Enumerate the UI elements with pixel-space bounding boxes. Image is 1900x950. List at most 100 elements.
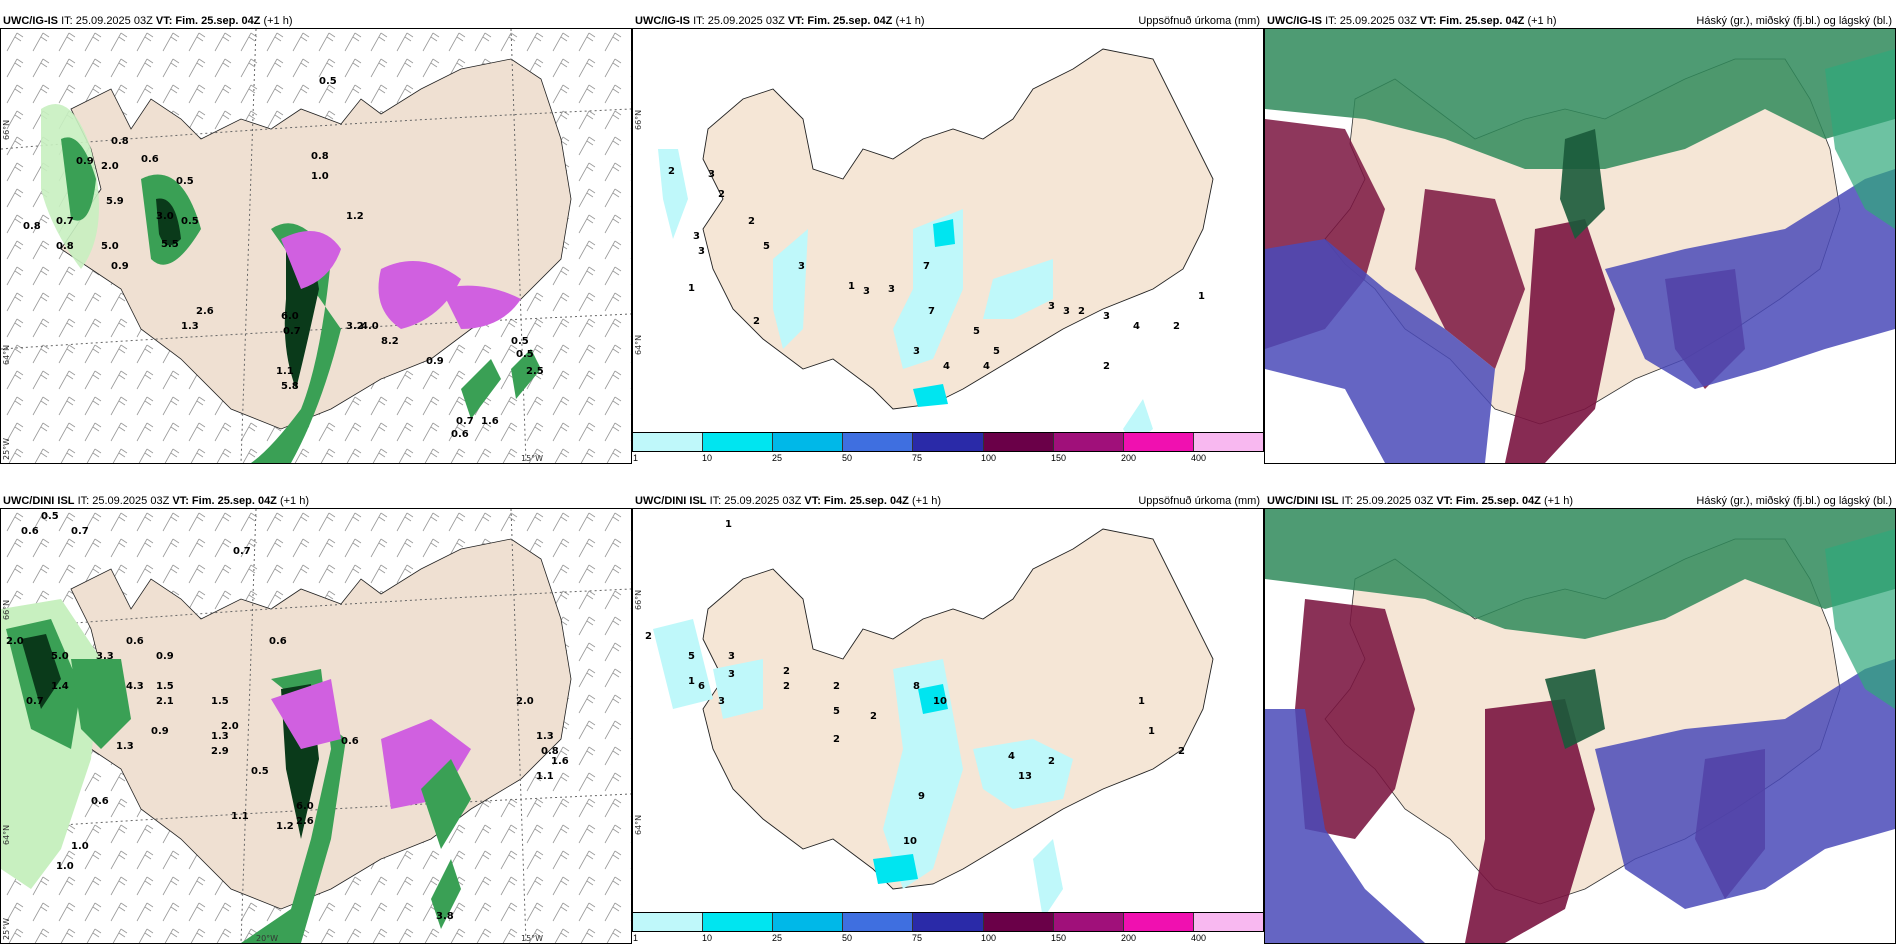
svg-text:4: 4 [1133,321,1140,332]
panel-subtitle: Háský (gr.), miðský (fj.bl.) og lágský (… [1696,495,1892,507]
colorbar-seg [1193,913,1263,931]
svg-text:3: 3 [913,346,920,357]
svg-text:1.0: 1.0 [71,841,89,852]
svg-text:0.7: 0.7 [56,216,74,227]
svg-text:2: 2 [783,666,790,677]
svg-text:0.9: 0.9 [156,651,174,662]
map-value-label: 0.5 [319,76,337,87]
svg-text:4: 4 [1008,751,1015,762]
svg-text:0.5: 0.5 [516,349,534,360]
svg-text:2.9: 2.9 [211,746,229,757]
svg-text:4.0: 4.0 [361,321,379,332]
svg-text:3: 3 [1063,306,1070,317]
svg-text:1: 1 [688,676,695,687]
svg-text:6.0: 6.0 [281,311,299,322]
svg-text:0.5: 0.5 [511,336,529,347]
svg-text:5: 5 [973,326,980,337]
panel-r1c3: UWC/IG-IS IT: 25.09.2025 03Z VT: Fim. 25… [1264,12,1896,464]
panel-title: UWC/IG-IS IT: 25.09.2025 03Z VT: Fim. 25… [1267,15,1557,27]
svg-text:2.6: 2.6 [296,816,314,827]
panel-subtitle: Uppsöfnuð úrkoma (mm) [1138,495,1260,507]
svg-text:5.9: 5.9 [106,196,124,207]
svg-text:1: 1 [1138,696,1145,707]
svg-text:1: 1 [1198,291,1205,302]
svg-text:1.3: 1.3 [116,741,134,752]
svg-text:0.9: 0.9 [76,156,94,167]
svg-text:1: 1 [1148,726,1155,737]
svg-text:5.0: 5.0 [51,651,69,662]
svg-text:0.6: 0.6 [141,154,159,165]
svg-text:0.6: 0.6 [91,796,109,807]
svg-text:1.5: 1.5 [211,696,229,707]
svg-text:5.8: 5.8 [281,381,299,392]
svg-text:2.0: 2.0 [221,721,239,732]
svg-text:1.3: 1.3 [211,731,229,742]
svg-text:0.7: 0.7 [456,416,474,427]
svg-text:10: 10 [933,696,947,707]
svg-text:0.8: 0.8 [56,241,74,252]
precip-colorbar [632,912,1264,932]
svg-text:2: 2 [1078,306,1085,317]
svg-text:0.6: 0.6 [451,429,469,440]
svg-text:0.5: 0.5 [176,176,194,187]
svg-text:13: 13 [1018,771,1032,782]
svg-text:5: 5 [688,651,695,662]
svg-text:1.0: 1.0 [311,171,329,182]
svg-text:2.0: 2.0 [516,696,534,707]
svg-text:4: 4 [943,361,950,372]
svg-text:0.8: 0.8 [541,746,559,757]
panel-title: UWC/IG-IS IT: 25.09.2025 03Z VT: Fim. 25… [3,15,293,27]
svg-text:1.3: 1.3 [181,321,199,332]
svg-text:7: 7 [923,261,930,272]
colorbar-seg [843,433,914,451]
colorbar-seg [633,433,704,451]
svg-text:0.7: 0.7 [26,696,44,707]
svg-text:1.4: 1.4 [51,681,69,692]
svg-text:5.5: 5.5 [161,239,179,250]
svg-text:0.5: 0.5 [251,766,269,777]
svg-text:15°W: 15°W [521,934,543,943]
colorbar-seg [1123,913,1194,931]
svg-text:0.5: 0.5 [41,511,59,522]
svg-text:0.9: 0.9 [151,726,169,737]
svg-text:0.8: 0.8 [111,136,129,147]
svg-text:2: 2 [870,711,877,722]
panel-r2c2: UWC/DINI ISL IT: 25.09.2025 03Z VT: Fim.… [632,492,1264,944]
colorbar-seg [983,913,1054,931]
svg-text:8: 8 [913,681,920,692]
svg-text:3.2: 3.2 [346,321,364,332]
precip-colorbar [632,432,1264,452]
colorbar-seg [1193,433,1263,451]
panel-r2c1: UWC/DINI ISL IT: 25.09.2025 03Z VT: Fim.… [0,492,632,944]
svg-text:1.2: 1.2 [346,211,364,222]
svg-text:6: 6 [698,681,705,692]
svg-text:8.2: 8.2 [381,336,399,347]
panel-r1c2: UWC/IG-IS IT: 25.09.2025 03Z VT: Fim. 25… [632,12,1264,464]
svg-text:3: 3 [728,651,735,662]
colorbar-seg [913,433,984,451]
svg-text:1.6: 1.6 [481,416,499,427]
svg-text:1.5: 1.5 [156,681,174,692]
svg-text:1: 1 [688,283,695,294]
svg-text:0.6: 0.6 [341,736,359,747]
svg-text:2.0: 2.0 [6,636,24,647]
svg-text:3: 3 [1103,311,1110,322]
svg-text:64°N: 64°N [634,335,643,355]
svg-text:2.6: 2.6 [196,306,214,317]
svg-text:5: 5 [993,346,1000,357]
svg-text:66°N: 66°N [2,120,11,140]
svg-text:20°W: 20°W [256,934,278,943]
svg-text:25°W: 25°W [2,918,11,940]
svg-text:4.3: 4.3 [126,681,144,692]
svg-text:4: 4 [983,361,990,372]
svg-text:3: 3 [708,169,715,180]
colorbar-ticks: 1 10 25 50 75 100 150 200 400 [633,933,1207,943]
svg-text:1.1: 1.1 [231,811,249,822]
panel-title: UWC/DINI ISL IT: 25.09.2025 03Z VT: Fim.… [3,495,310,507]
svg-text:2: 2 [1103,361,1110,372]
svg-text:2: 2 [1178,746,1185,757]
svg-text:66°N: 66°N [2,600,11,620]
colorbar-seg [913,913,984,931]
svg-text:1: 1 [848,281,855,292]
colorbar-ticks: 1 10 25 50 75 100 150 200 400 [633,453,1207,463]
